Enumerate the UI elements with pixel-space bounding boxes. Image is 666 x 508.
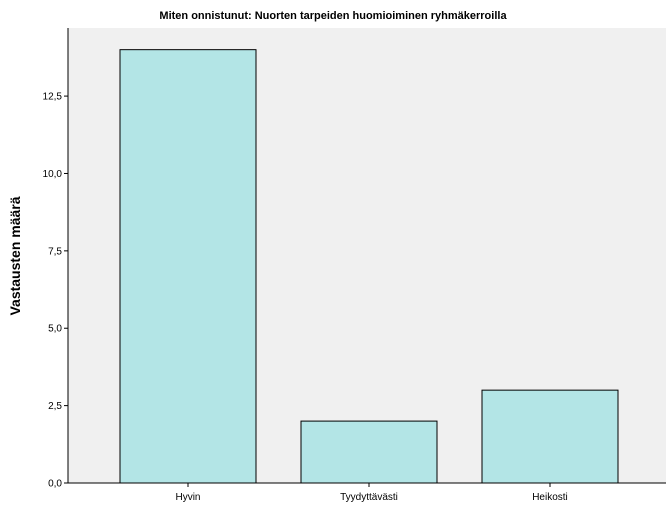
x-tick-label: Heikosti	[532, 492, 568, 503]
chart-title: Miten onnistunut: Nuorten tarpeiden huom…	[159, 10, 507, 22]
y-tick-label: 10,0	[43, 169, 63, 180]
bar-hyvin	[119, 49, 257, 484]
y-tick-label: 7,5	[48, 246, 62, 257]
bar-tyydyttävästi	[300, 420, 438, 484]
y-tick-label: 0,0	[48, 479, 62, 490]
y-axis-label: Vastausten määrä	[7, 196, 23, 315]
y-tick-label: 2,5	[48, 401, 62, 412]
y-axis-ticks: 0,0 2,5 5,0 7,5 10,0 12,5	[43, 92, 68, 490]
y-tick-label: 12,5	[43, 92, 63, 103]
bars	[119, 49, 619, 484]
x-tick-label: Hyvin	[175, 492, 200, 503]
bar-heikosti	[481, 389, 619, 484]
x-tick-label: Tyydyttävästi	[340, 492, 398, 503]
x-axis-ticks: Hyvin Tyydyttävästi Heikosti	[175, 483, 568, 503]
y-tick-label: 5,0	[48, 324, 62, 335]
